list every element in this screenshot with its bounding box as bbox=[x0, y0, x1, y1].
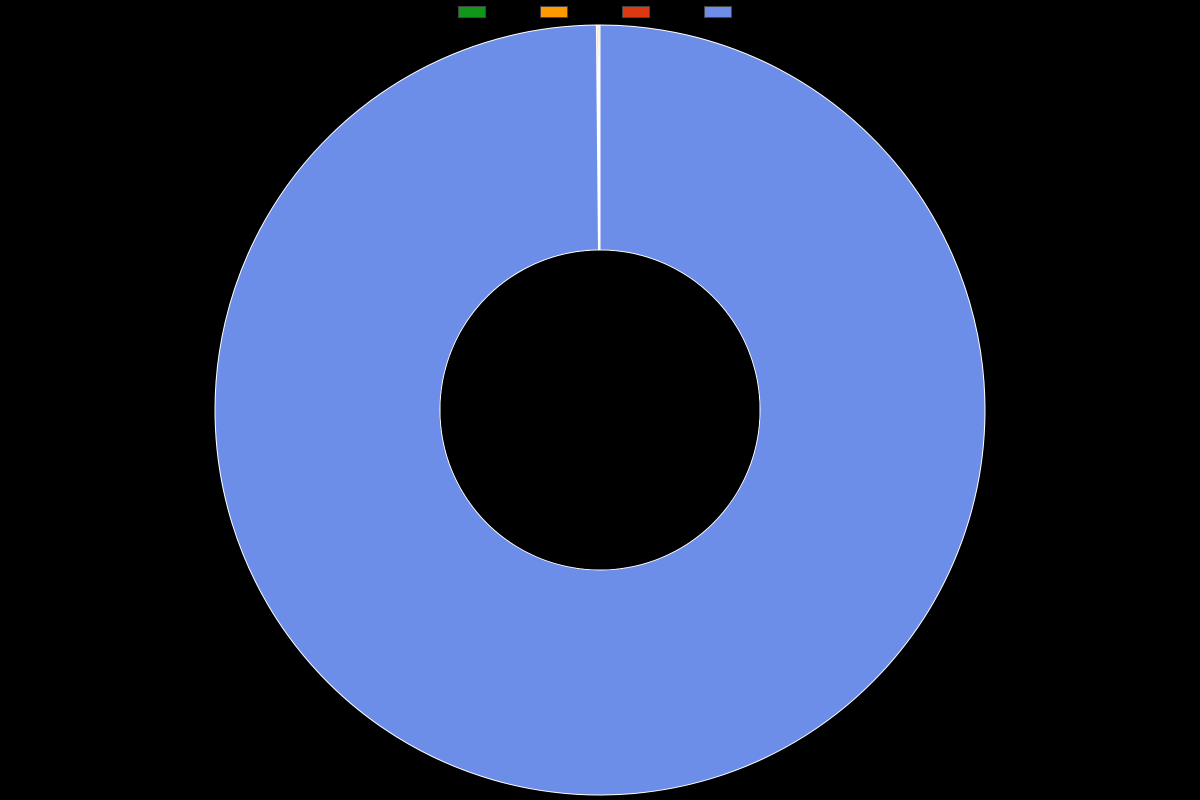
donut-chart bbox=[0, 0, 1200, 800]
chart-page bbox=[0, 0, 1200, 800]
donut-hole bbox=[441, 251, 760, 570]
donut-svg bbox=[0, 0, 1200, 800]
